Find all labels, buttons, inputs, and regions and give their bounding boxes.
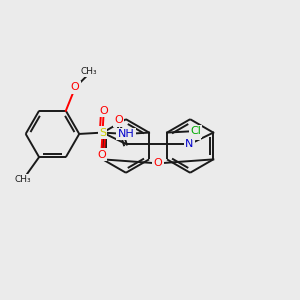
Text: S: S: [99, 128, 106, 138]
Text: N: N: [185, 139, 194, 149]
Text: O: O: [114, 115, 123, 125]
Text: NH: NH: [117, 129, 134, 139]
Text: O: O: [97, 149, 106, 160]
Text: O: O: [154, 158, 162, 168]
Text: Cl: Cl: [190, 126, 201, 136]
Text: H: H: [194, 130, 200, 139]
Text: CH₃: CH₃: [80, 67, 97, 76]
Text: CH₃: CH₃: [15, 176, 31, 184]
Text: O: O: [71, 82, 80, 92]
Text: O: O: [99, 106, 108, 116]
